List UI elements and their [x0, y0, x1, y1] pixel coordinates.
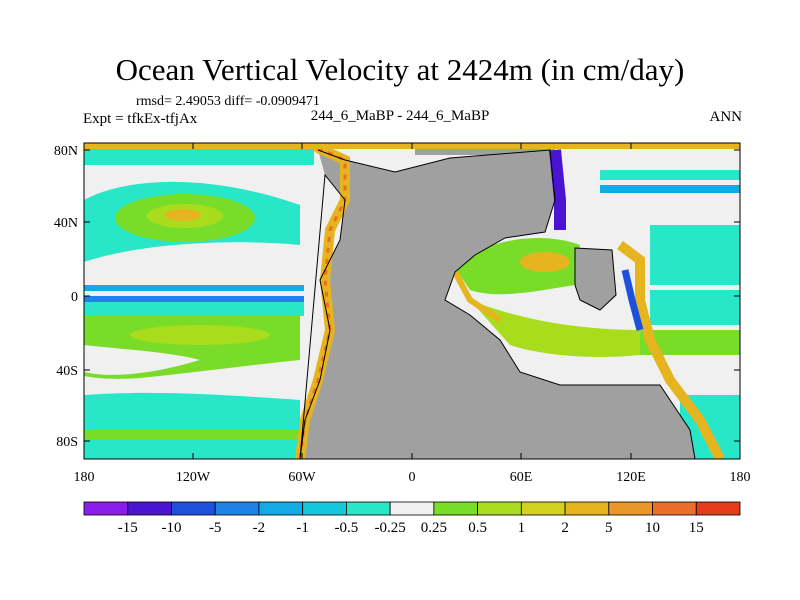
- lat-tick-label: 0: [71, 290, 78, 305]
- inner-sea-patch: [520, 252, 570, 272]
- colorbar-swatch: [695, 501, 741, 516]
- colorbar-label: 2: [561, 520, 569, 536]
- ocean-band: [84, 242, 300, 286]
- colorbar-label: 0.5: [468, 520, 487, 536]
- colorbar-label: -5: [209, 520, 222, 536]
- colorbar-swatch: [477, 501, 522, 516]
- colorbar-swatch: [433, 501, 479, 516]
- lat-tick-label: 80N: [54, 144, 78, 159]
- experiment-label: Expt = tfkEx-tfjAx: [83, 111, 198, 127]
- colorbar-label: -0.25: [375, 520, 406, 536]
- ocean-band: [600, 185, 740, 193]
- inner-sea: [455, 238, 580, 295]
- equatorial-band: [84, 302, 304, 316]
- lon-tick-label: 120W: [176, 470, 211, 485]
- colorbar-label: 10: [645, 520, 660, 536]
- colorbar-label: 1: [518, 520, 526, 536]
- latitude-axis: 80N 40N 0 40S 80S: [54, 144, 740, 450]
- colorbar-swatch: [258, 501, 304, 516]
- lon-tick-label: 180: [730, 470, 751, 485]
- colorbar-label: -1: [296, 520, 309, 536]
- equatorial-band: [84, 291, 304, 296]
- lat-tick-label: 40N: [54, 216, 78, 231]
- coastline: [299, 149, 696, 459]
- coastal-band: [452, 270, 502, 323]
- colorbar-swatch: [520, 501, 566, 516]
- ocean-band: [600, 170, 740, 180]
- colorbar-label: -2: [253, 520, 266, 536]
- southern-ocean-band: [84, 392, 300, 459]
- colorbar-label: -10: [161, 520, 181, 536]
- coastal-band: [295, 143, 350, 459]
- land-mass: [575, 248, 616, 310]
- equatorial-band: [84, 296, 304, 302]
- lat-tick-label: 40S: [56, 364, 78, 379]
- colorbar-label: 0.25: [421, 520, 447, 536]
- colorbar-label: 15: [689, 520, 704, 536]
- ocean-patch: [84, 345, 200, 375]
- coastal-band: [617, 241, 725, 459]
- plot-title: Ocean Vertical Velocity at 2424m (in cm/…: [115, 52, 685, 87]
- longitude-axis: 180 120W 60W 0 60E 120E 180: [74, 143, 751, 485]
- lon-tick-label: 180: [74, 470, 95, 485]
- coastal-band: [621, 269, 644, 331]
- land-mass: [300, 150, 695, 459]
- colorbar-label: -15: [118, 520, 138, 536]
- colorbar-swatch: [171, 501, 216, 516]
- lon-tick-label: 120E: [616, 470, 646, 485]
- southern-ocean-band: [84, 430, 304, 440]
- lon-tick-label: 0: [409, 470, 416, 485]
- colorbar-swatch: [345, 501, 391, 516]
- colorbar-swatch: [214, 501, 260, 516]
- lon-tick-label: 60E: [510, 470, 533, 485]
- colorbar-swatch: [389, 501, 435, 516]
- ocean-patch: [165, 209, 201, 221]
- colorbar-swatch: [564, 501, 610, 516]
- lon-tick-label: 60W: [288, 470, 316, 485]
- colorbar-swatch: [652, 501, 697, 516]
- comparison-label: 244_6_MaBP - 244_6_MaBP: [310, 108, 490, 124]
- colorbar: -15 -10 -5 -2 -1 -0.5 -0.25 0.25 0.5 1 2 5 10 15: [83, 501, 741, 536]
- ocean-band: [650, 225, 740, 285]
- colorbar-label: 5: [605, 520, 613, 536]
- colorbar-swatch: [608, 501, 653, 516]
- rmsd-diff-stats: rmsd= 2.49053 diff= -0.0909471: [136, 94, 320, 109]
- coastal-band: [549, 149, 566, 230]
- colorbar-label: -0.5: [335, 520, 359, 536]
- colorbar-swatch: [127, 501, 172, 516]
- inner-sea: [470, 300, 640, 357]
- lat-tick-label: 80S: [56, 435, 78, 450]
- season-label: ANN: [709, 109, 743, 125]
- coastline: [574, 247, 617, 311]
- ocean-patch: [130, 325, 270, 345]
- colorbar-swatch: [302, 501, 347, 516]
- colorbar-swatch: [83, 501, 129, 516]
- ocean-band: [650, 290, 740, 325]
- equatorial-band: [84, 285, 304, 291]
